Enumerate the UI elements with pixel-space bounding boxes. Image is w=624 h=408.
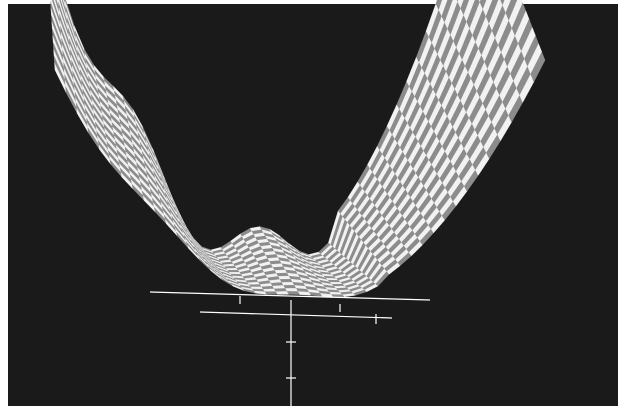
axes <box>149 291 431 406</box>
surface-patch <box>435 0 443 11</box>
surface-patch <box>530 51 546 83</box>
surface-patch <box>285 288 299 292</box>
surface-patch <box>264 291 279 295</box>
surface-patch <box>283 285 297 289</box>
surface-patch <box>248 284 263 288</box>
surface-patch <box>273 288 288 292</box>
surface-patch <box>225 267 239 271</box>
surface-patch <box>479 0 487 10</box>
surface-patch <box>457 0 464 9</box>
surface-patch <box>460 0 470 16</box>
surface-patch <box>482 0 493 18</box>
surface-patch <box>275 291 290 295</box>
x-axis <box>149 291 431 301</box>
surface <box>50 0 546 298</box>
surface-patch <box>478 0 481 3</box>
surface-patch <box>277 275 292 280</box>
surface-patch <box>500 0 505 6</box>
surface-patch <box>279 278 294 283</box>
surface-patch <box>227 269 241 273</box>
surface-patch <box>262 288 277 292</box>
y-axis <box>199 311 393 319</box>
surface-patch <box>276 272 290 277</box>
surface-patch <box>281 281 295 286</box>
surface-patch <box>502 0 512 14</box>
surface-patch <box>286 291 301 295</box>
surface-patch <box>438 0 448 17</box>
